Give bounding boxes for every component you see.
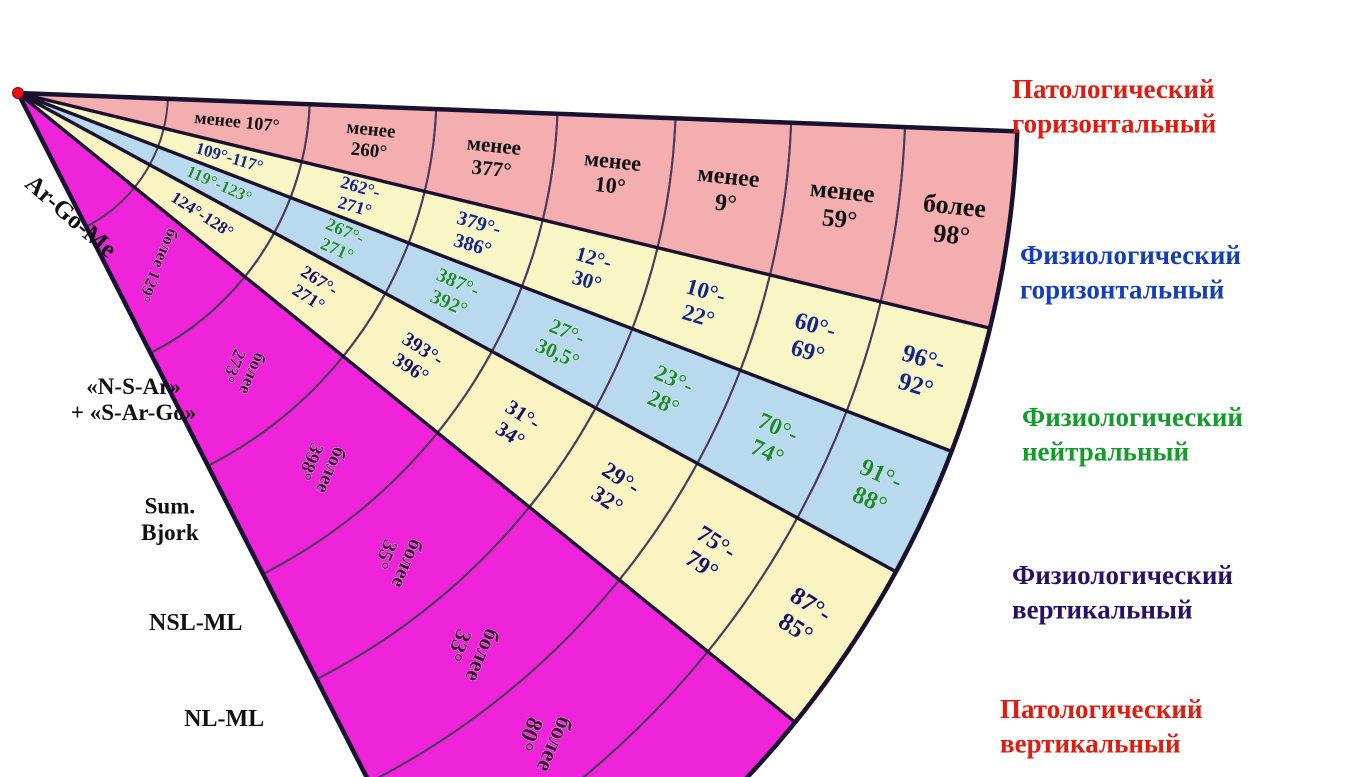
legend-label-pathological-vertical: Патологический вертикальный [1000, 694, 1203, 759]
cell-pathological-horizontal-n-s-ar-s-ar-go: менее260° [343, 117, 396, 164]
parameter-label-text: NL-ML [184, 705, 264, 731]
parameter-label-text: NSL-ML [149, 610, 242, 636]
cell-physiological-neutral-n-s-ar-s-ar-go: 267°-271° [315, 213, 368, 267]
cell-physiological-neutral-n-go-me: 70°-74° [743, 407, 803, 472]
cell-value: 267°-271° [315, 214, 368, 267]
legend-label-pathological-horizontal: Патологический горизонтальный [1012, 74, 1216, 139]
fan-outer-border [744, 131, 1020, 777]
parameter-label-nsl-ml: NSL-ML [149, 610, 242, 636]
cell-pathological-horizontal-nl-ml: менее9° [694, 160, 762, 219]
cell-value: 70°-74° [743, 407, 802, 472]
band-divider [16, 91, 992, 330]
band-legend-group: Патологический горизонтальный Физиологичес… [1000, 74, 1243, 759]
band-divider [16, 91, 898, 574]
cell-value: менее260° [343, 117, 396, 164]
band-wedge-pathological-vertical [18, 93, 796, 777]
parameter-label-n-s-ar-s-ar-go: «N-S-Ar» + «S-Ar-Go» [71, 374, 196, 425]
band-wedge-physiological-horizontal [18, 93, 990, 452]
band-wedge-physiological-neutral [18, 93, 952, 572]
parameter-label-text: Sum. Bjork [141, 494, 199, 545]
cell-value: менее9° [694, 160, 762, 219]
parameter-label-sum-bjork: Sum. Bjork [141, 494, 199, 545]
cell-pathological-horizontal-sum-bjork: менее377° [463, 130, 523, 183]
cell-value: менее10° [581, 145, 643, 200]
band-divider [16, 91, 954, 454]
cell-pathological-horizontal-nba-ptgn: более98° [919, 188, 988, 252]
cell-pathological-horizontal-nsl-ml: менее10° [581, 145, 643, 200]
band-divider [15, 90, 1020, 134]
legend-label-physiological-neutral: Физиологический нейтральный [1022, 402, 1243, 467]
apex-point-icon [12, 87, 24, 99]
legend-label-physiological-vertical: Физиологический вертикальный [1012, 560, 1233, 625]
cell-outline [582, 650, 797, 777]
cell-pathological-horizontal-n-go-me: менее59° [806, 175, 876, 236]
cell-value: менее377° [463, 130, 522, 183]
cell-value: менее59° [806, 175, 876, 236]
parameter-label-text: «N-S-Ar» + «S-Ar-Go» [71, 374, 196, 425]
band-divider [16, 91, 797, 725]
band-divider [15, 90, 370, 777]
cell-value: более98° [919, 188, 988, 252]
legend-label-physiological-horizontal: Физиологический горизонтальный [1020, 240, 1241, 305]
parameter-label-nl-ml: NL-ML [184, 705, 264, 731]
grid-lines [15, 90, 1020, 777]
